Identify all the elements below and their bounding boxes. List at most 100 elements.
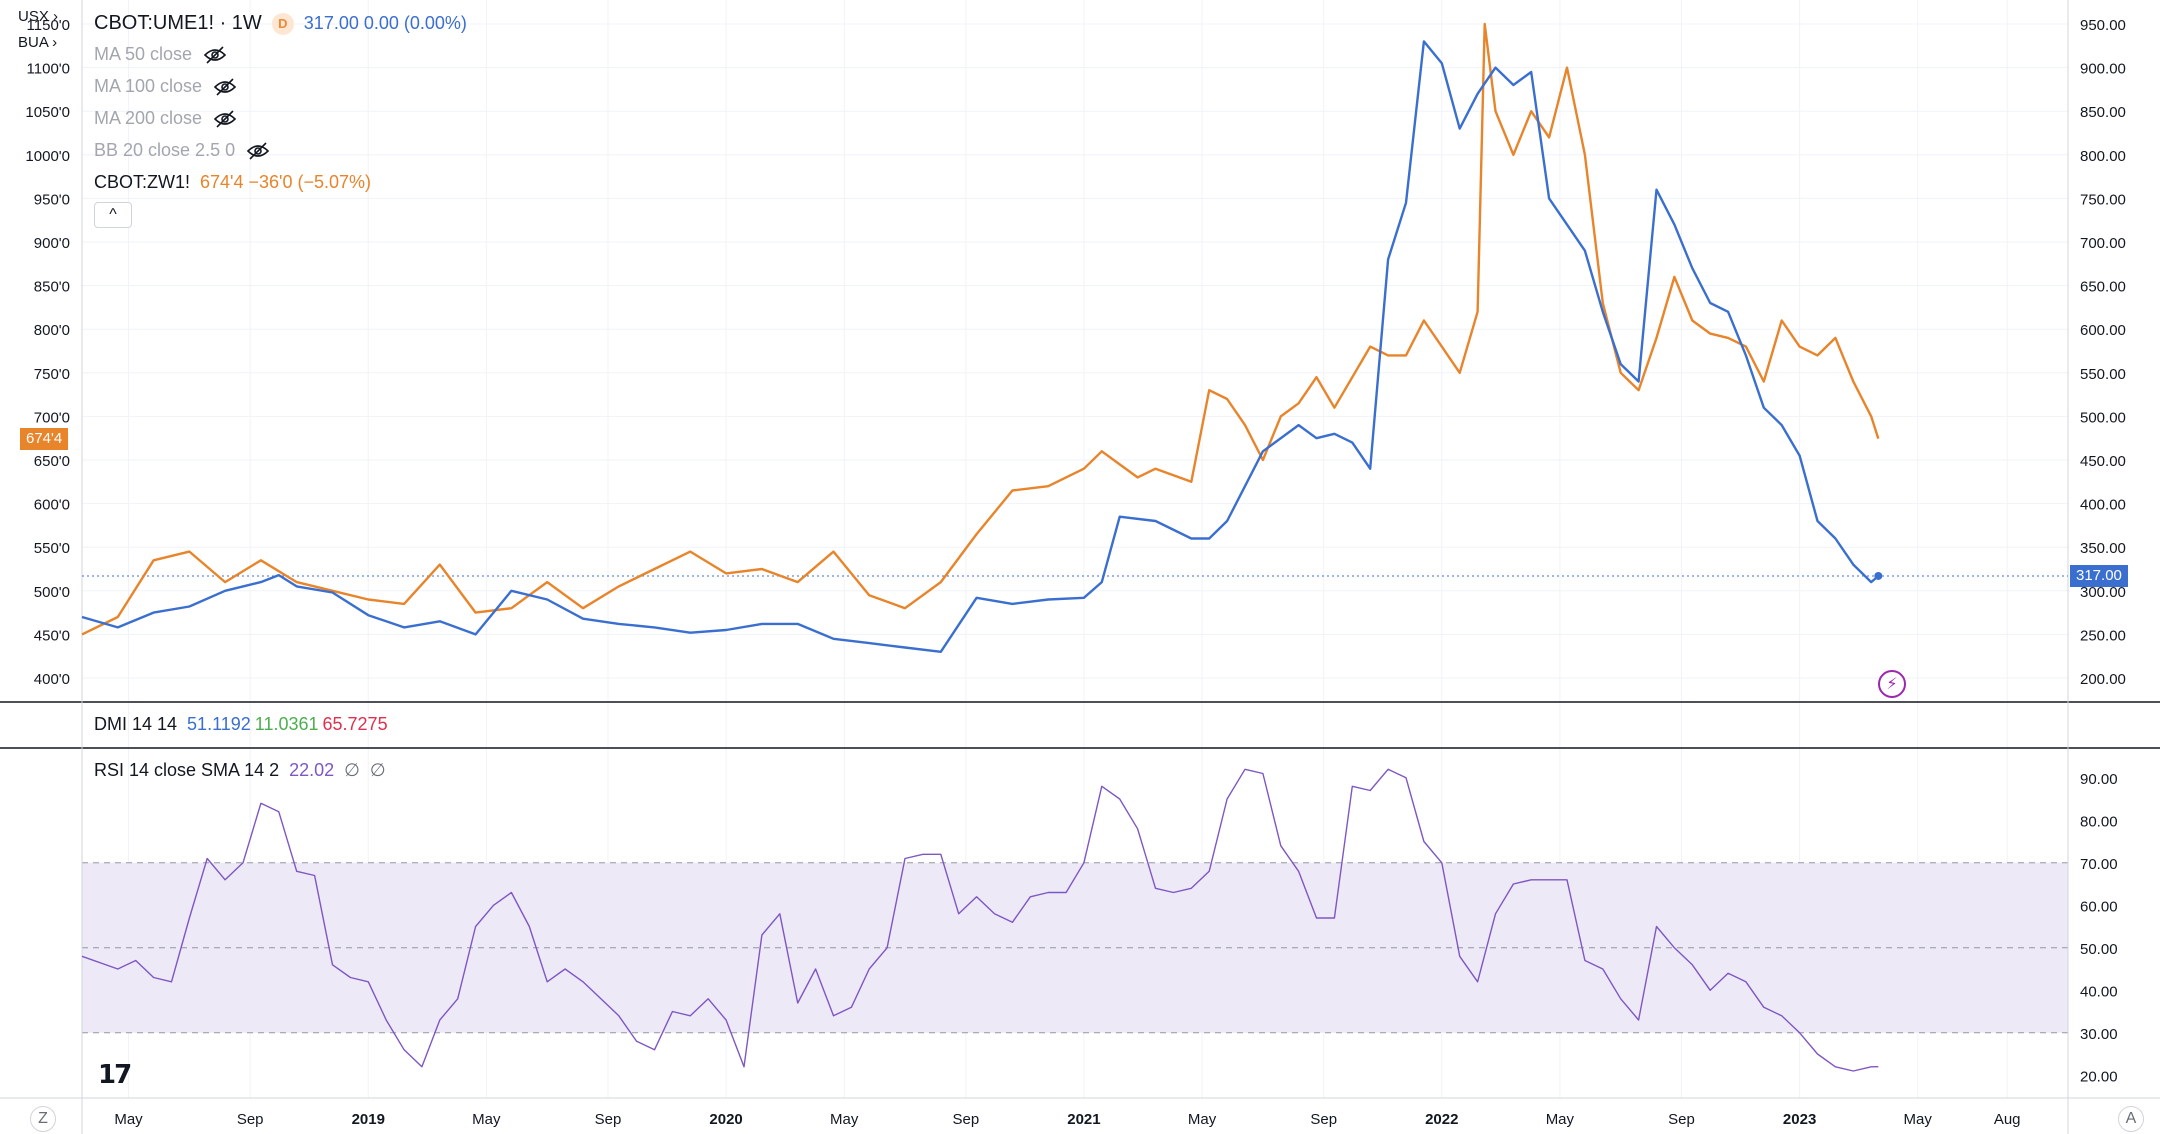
rsi-axis-tick: 40.00 — [2080, 983, 2118, 1000]
left-axis-tick: 600'0 — [34, 497, 70, 514]
legend-indicator-ma200[interactable]: MA 200 close — [94, 108, 238, 129]
right-axis-tick: 850.00 — [2080, 104, 2126, 121]
left-axis-tick: 1000'0 — [25, 148, 70, 165]
series-layer — [81, 22, 1883, 1072]
last-price-tag-ume: 317.00 — [2070, 564, 2128, 587]
time-axis-tick: May — [1904, 1111, 1933, 1128]
left-axis-tick: 550'0 — [34, 540, 70, 557]
scale-unit-usx[interactable]: USX › — [18, 8, 59, 25]
series-line-zw — [81, 22, 1880, 636]
zoom-reset-button[interactable]: Z — [30, 1106, 56, 1132]
eye-off-icon[interactable] — [212, 77, 238, 97]
legend-compare-row[interactable]: CBOT:ZW1! 674'4 −36'0 (−5.07%) — [94, 172, 371, 193]
compare-symbol[interactable]: CBOT:ZW1! — [94, 172, 191, 192]
rsi-value: 22.02 — [289, 760, 335, 780]
rsi-axis-tick: 70.00 — [2080, 856, 2118, 873]
right-axis-ticks[interactable]: 950.00 900.00 850.00 800.00 750.00 700.00 650.… — [2080, 17, 2126, 688]
main-symbol[interactable]: CBOT:UME1! · 1W — [94, 12, 262, 34]
main-values: 317.00 0.00 (0.00%) — [303, 13, 467, 33]
last-point-marker — [1874, 571, 1883, 580]
rsi-axis-ticks[interactable]: 90.00 80.00 70.00 60.00 50.00 40.00 30.00 20.00 — [2080, 771, 2118, 1086]
left-axis-tick: 800'0 — [34, 322, 70, 339]
right-axis-tick: 500.00 — [2080, 409, 2126, 426]
left-axis-tick: 450'0 — [34, 627, 70, 644]
last-price-tag-zw: 674'4 — [20, 427, 69, 450]
dmi-label: DMI 14 14 — [94, 714, 178, 734]
eye-off-icon[interactable] — [212, 109, 238, 129]
time-axis-tick: Aug — [1994, 1111, 2021, 1128]
time-axis-tick: 2021 — [1067, 1111, 1100, 1128]
rsi-empty-value-1: ∅ — [344, 760, 360, 780]
left-axis-tick: 400'0 — [34, 671, 70, 688]
left-axis-tick: 650'0 — [34, 453, 70, 470]
indicator-label: MA 100 close — [94, 76, 203, 96]
rsi-axis-tick: 60.00 — [2080, 898, 2118, 915]
time-axis-tick: 2023 — [1783, 1111, 1816, 1128]
left-axis-tick: 1100'0 — [27, 61, 70, 78]
time-axis-tick: May — [1188, 1111, 1217, 1128]
left-axis-tick: 1150'0 — [27, 17, 70, 34]
compare-values: 674'4 −36'0 (−5.07%) — [200, 172, 372, 192]
time-axis-tick: 2019 — [352, 1111, 385, 1128]
scale-unit-usx-label: USX — [18, 8, 49, 25]
dmi-value-2: 11.0361 — [254, 714, 319, 734]
series-line-rsi — [81, 768, 1879, 1072]
right-axis-tick: 200.00 — [2080, 671, 2126, 688]
time-axis-tick: Sep — [1668, 1111, 1695, 1128]
rsi-axis-tick: 20.00 — [2080, 1068, 2118, 1085]
lightning-icon[interactable]: ⚡ — [1878, 670, 1906, 698]
right-axis-tick: 300.00 — [2080, 584, 2126, 601]
time-axis-tick: Sep — [953, 1111, 980, 1128]
left-axis-ticks[interactable]: 1150'0 1100'0 1050'0 1000'0 950'0 900'0 850'0 8… — [25, 17, 70, 688]
legend-collapse-button[interactable]: ^ — [94, 202, 132, 228]
rsi-axis-tick: 90.00 — [2080, 771, 2118, 788]
right-axis-tick: 900.00 — [2080, 61, 2126, 78]
scale-unit-bua-label: BUA — [18, 34, 49, 51]
right-axis-tick: 400.00 — [2080, 497, 2126, 514]
left-axis-tick: 900'0 — [34, 235, 70, 252]
rsi-axis-tick: 30.00 — [2080, 1026, 2118, 1043]
left-axis-tick: 700'0 — [34, 409, 70, 426]
rsi-label: RSI 14 close SMA 14 2 — [94, 760, 280, 780]
eye-off-icon[interactable] — [202, 45, 228, 65]
tradingview-logo: 17 — [98, 1060, 132, 1090]
right-axis-tick: 700.00 — [2080, 235, 2126, 252]
time-axis-tick: Sep — [595, 1111, 622, 1128]
auto-scale-button[interactable]: A — [2118, 1106, 2144, 1132]
scale-unit-bua[interactable]: BUA › — [18, 34, 58, 51]
time-axis-tick: May — [114, 1111, 143, 1128]
right-axis-tick: 350.00 — [2080, 540, 2126, 557]
rsi-guides — [82, 862, 2068, 1034]
right-axis-tick: 250.00 — [2080, 627, 2126, 644]
right-axis-tick: 650.00 — [2080, 279, 2126, 296]
indicator-label: MA 200 close — [94, 108, 203, 128]
time-axis-tick: 2022 — [1425, 1111, 1458, 1128]
right-axis-tick: 750.00 — [2080, 191, 2126, 208]
indicator-label: BB 20 close 2.5 0 — [94, 140, 236, 160]
dmi-legend[interactable]: DMI 14 14 51.1192 11.0361 65.7275 — [94, 714, 388, 735]
time-axis-tick: May — [830, 1111, 859, 1128]
eye-off-icon[interactable] — [245, 141, 271, 161]
rsi-axis-tick: 80.00 — [2080, 813, 2118, 830]
rsi-legend[interactable]: RSI 14 close SMA 14 2 22.02 ∅ ∅ — [94, 760, 386, 781]
legend-indicator-ma100[interactable]: MA 100 close — [94, 76, 238, 97]
time-axis-tick: May — [472, 1111, 501, 1128]
right-axis-tick: 950.00 — [2080, 17, 2126, 34]
time-axis-ticks[interactable]: May Sep 2019 May Sep 2020 May Sep 2021 May Sep 2022… — [114, 1111, 2020, 1128]
legend-indicator-bb[interactable]: BB 20 close 2.5 0 — [94, 140, 271, 161]
time-axis-tick: Sep — [1310, 1111, 1337, 1128]
right-axis-tick: 800.00 — [2080, 148, 2126, 165]
legend-indicator-ma50[interactable]: MA 50 close — [94, 44, 228, 65]
chevron-up-icon: ^ — [109, 206, 117, 223]
dmi-value-3: 65.7275 — [322, 714, 388, 734]
indicator-label: MA 50 close — [94, 44, 193, 64]
time-axis-tick: Sep — [237, 1111, 264, 1128]
time-axis-tick: 2020 — [709, 1111, 742, 1128]
left-axis-tick: 950'0 — [34, 191, 70, 208]
legend-main-row[interactable]: CBOT:UME1! · 1W D 317.00 0.00 (0.00%) — [94, 12, 467, 35]
delay-badge: D — [271, 12, 294, 35]
rsi-empty-value-2: ∅ — [369, 760, 386, 780]
dmi-value-1: 51.1192 — [187, 714, 251, 734]
left-axis-tick: 500'0 — [34, 584, 70, 601]
